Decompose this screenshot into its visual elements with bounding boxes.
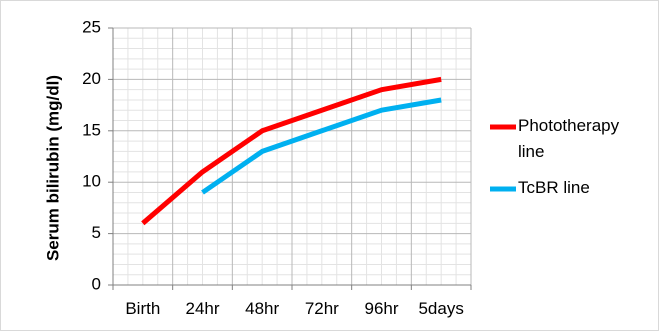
y-tick-label: 5 (92, 223, 101, 242)
x-tick-label: 24hr (185, 299, 219, 318)
x-tick-label: 5days (418, 299, 463, 318)
legend: Phototherapy line TcBR line (490, 116, 620, 197)
legend-label-0: Phototherapy line (518, 116, 620, 161)
x-tick-label: 48hr (245, 299, 279, 318)
legend-label-1: TcBR line (518, 178, 590, 197)
y-axis-label: Serum bilirubin (mg/dl) (43, 75, 62, 261)
y-tick-label: 10 (82, 172, 101, 191)
series-lines (141, 76, 442, 226)
x-tick-label: Birth (125, 299, 160, 318)
y-tick-label: 20 (82, 69, 101, 88)
y-tick-label: 25 (82, 17, 101, 36)
series-line-0 (141, 76, 442, 226)
y-tick-label: 15 (82, 120, 101, 139)
axes (108, 27, 472, 290)
y-tick-label: 0 (92, 274, 101, 293)
x-tick-label: 72hr (305, 299, 339, 318)
x-tick-label: 96hr (364, 299, 398, 318)
grid (113, 27, 472, 285)
tick-labels: 0 5 10 15 20 25 Birth 24hr 48hr 72hr 96hr 5days (82, 17, 464, 318)
series-line-1 (201, 97, 442, 195)
